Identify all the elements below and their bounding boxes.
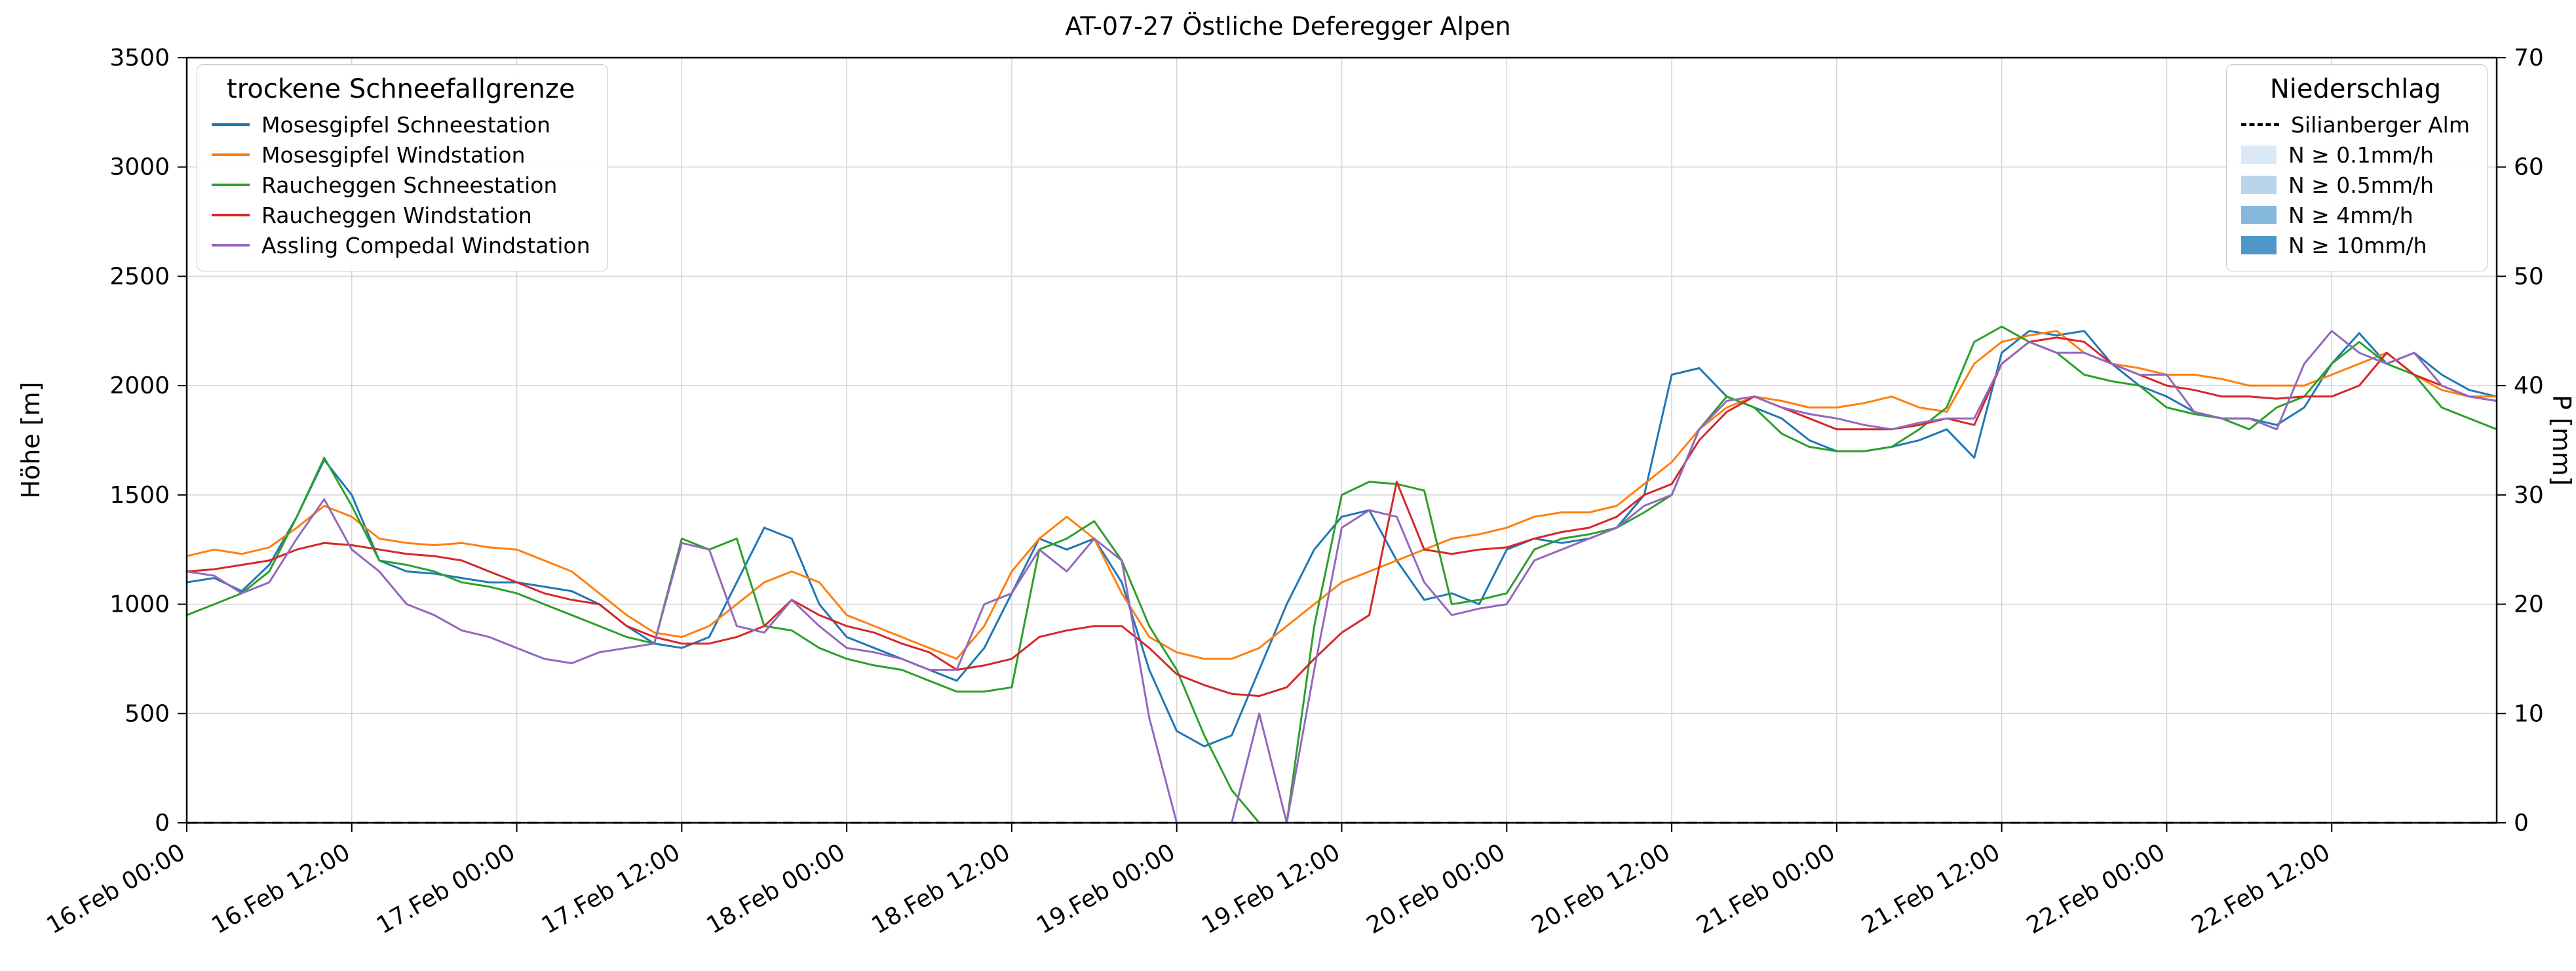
svg-text:3500: 3500 (109, 45, 170, 71)
line-swatch-green (212, 184, 250, 186)
legend-entry: Mosesgipfel Schneestation (212, 109, 590, 140)
svg-text:70: 70 (2514, 45, 2544, 71)
svg-text:40: 40 (2514, 372, 2544, 399)
svg-text:19.Feb 00:00: 19.Feb 00:00 (1032, 839, 1180, 940)
line-swatch-red (212, 214, 250, 216)
legend-precip-title: Niederschlag (2269, 74, 2442, 104)
svg-text:21.Feb 12:00: 21.Feb 12:00 (1857, 839, 2005, 940)
precip-patch-0.5 (2240, 176, 2277, 194)
precip-patch-0.1 (2240, 146, 2277, 164)
legend-entry: N ≥ 10mm/h (2240, 230, 2470, 260)
legend-entry-label: Silianberger Alm (2290, 111, 2470, 138)
svg-text:17.Feb 12:00: 17.Feb 12:00 (537, 839, 685, 940)
svg-text:20.Feb 00:00: 20.Feb 00:00 (1362, 839, 1510, 940)
legend-snowline-title: trockene Schneefallgrenze (227, 74, 575, 104)
svg-text:P [mm]: P [mm] (2547, 395, 2576, 486)
svg-text:16.Feb 12:00: 16.Feb 12:00 (207, 839, 355, 940)
svg-text:50: 50 (2514, 263, 2544, 290)
svg-text:10: 10 (2514, 700, 2544, 727)
svg-text:0: 0 (155, 810, 170, 837)
legend-entry-label: Raucheggen Windstation (261, 202, 532, 228)
svg-text:0: 0 (2514, 810, 2529, 837)
line-swatch-blue (212, 123, 250, 126)
svg-text:20: 20 (2514, 591, 2544, 618)
svg-text:1500: 1500 (109, 482, 170, 509)
svg-text:2000: 2000 (109, 372, 170, 399)
svg-text:30: 30 (2514, 482, 2544, 509)
dashed-line-swatch (2240, 123, 2279, 126)
svg-text:500: 500 (125, 700, 170, 727)
svg-text:Höhe [m]: Höhe [m] (16, 382, 45, 498)
svg-text:1000: 1000 (109, 591, 170, 618)
legend-entry-label: Mosesgipfel Windstation (261, 142, 526, 168)
legend-entry: Raucheggen Schneestation (212, 170, 590, 200)
precip-patch-10 (2240, 236, 2277, 254)
svg-text:18.Feb 00:00: 18.Feb 00:00 (702, 839, 850, 940)
svg-text:20.Feb 12:00: 20.Feb 12:00 (1528, 839, 1675, 940)
legend-entry-label: N ≥ 0.1mm/h (2288, 142, 2434, 168)
legend-entry-label: N ≥ 0.5mm/h (2288, 172, 2434, 198)
svg-text:19.Feb 12:00: 19.Feb 12:00 (1197, 839, 1345, 940)
legend-entry-label: Assling Compedal Windstation (261, 232, 590, 258)
chart-title: AT-07-27 Östliche Deferegger Alpen (1065, 12, 1511, 41)
svg-text:17.Feb 00:00: 17.Feb 00:00 (372, 839, 520, 940)
svg-text:22.Feb 12:00: 22.Feb 12:00 (2187, 839, 2335, 940)
svg-text:3000: 3000 (109, 154, 170, 181)
line-swatch-purple (212, 244, 250, 247)
legend-entry: Raucheggen Windstation (212, 200, 590, 230)
svg-text:22.Feb 00:00: 22.Feb 00:00 (2022, 839, 2170, 940)
legend-entry: Mosesgipfel Windstation (212, 140, 590, 170)
legend-entry: Silianberger Alm (2240, 109, 2470, 140)
legend-entry: N ≥ 0.1mm/h (2240, 140, 2470, 170)
svg-text:18.Feb 12:00: 18.Feb 12:00 (867, 839, 1014, 940)
legend-entry: N ≥ 4mm/h (2240, 200, 2470, 230)
svg-text:2500: 2500 (109, 263, 170, 290)
legend-precip: Niederschlag Silianberger Alm N ≥ 0.1mm/… (2225, 64, 2488, 271)
svg-text:60: 60 (2514, 154, 2544, 181)
legend-entry: Assling Compedal Windstation (212, 230, 590, 260)
precip-patch-4 (2240, 206, 2277, 224)
legend-entry-label: N ≥ 4mm/h (2288, 202, 2413, 228)
legend-entry: N ≥ 0.5mm/h (2240, 170, 2470, 200)
svg-text:16.Feb 00:00: 16.Feb 00:00 (42, 839, 189, 940)
legend-entry-label: N ≥ 10mm/h (2288, 232, 2427, 258)
svg-text:21.Feb 00:00: 21.Feb 00:00 (1692, 839, 1839, 940)
legend-snowline: trockene Schneefallgrenze Mosesgipfel Sc… (197, 64, 608, 271)
legend-entry-label: Mosesgipfel Schneestation (261, 111, 551, 138)
legend-entry-label: Raucheggen Schneestation (261, 172, 558, 198)
line-swatch-orange (212, 153, 250, 156)
